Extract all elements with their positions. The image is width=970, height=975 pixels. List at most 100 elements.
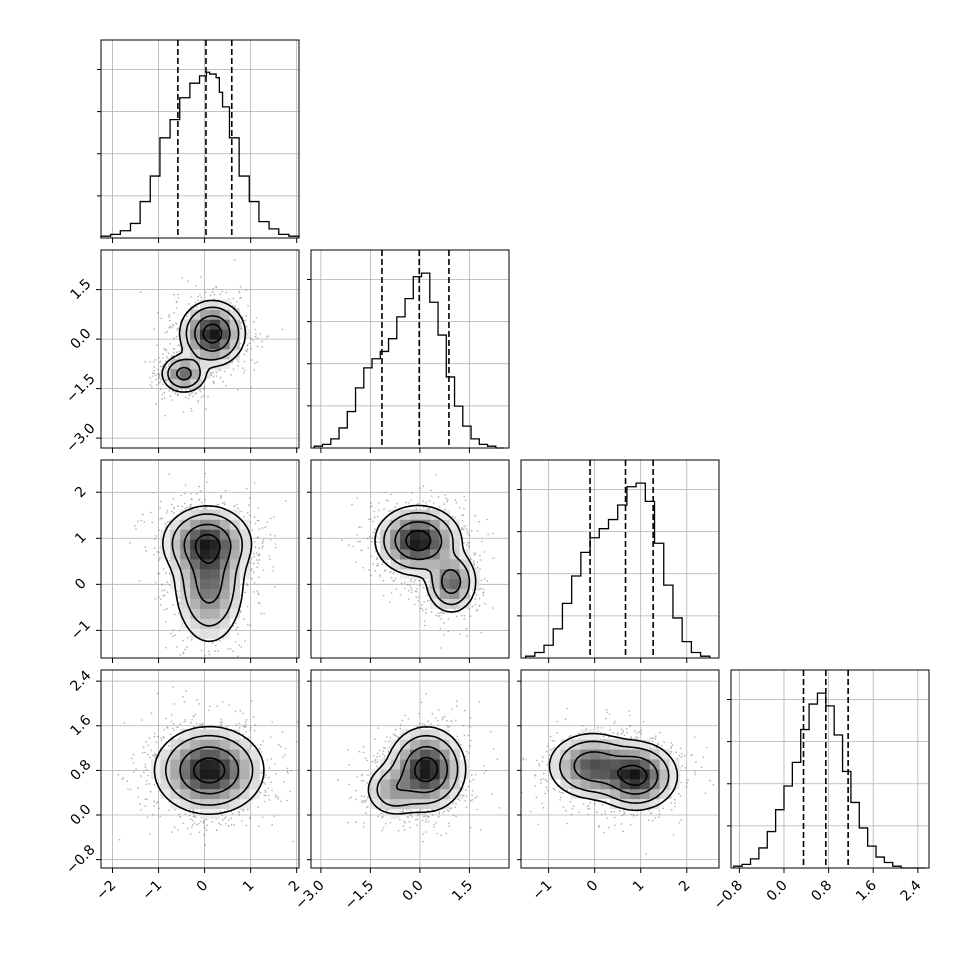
- x-tick-label: 0.0: [764, 878, 791, 905]
- density-cell: [659, 788, 670, 800]
- density-cell: [180, 368, 191, 380]
- density-cell: [239, 549, 250, 560]
- density-cell: [459, 578, 470, 590]
- density-cell: [580, 788, 591, 800]
- density-cell: [439, 729, 450, 740]
- contour-level-0: [194, 533, 221, 564]
- density-cell: [390, 759, 401, 770]
- density-cell: [180, 509, 191, 520]
- density-cell: [580, 769, 591, 780]
- density-cell: [459, 588, 470, 599]
- density-cell: [370, 798, 381, 809]
- density-cell: [249, 778, 260, 790]
- density-cell: [400, 559, 411, 570]
- density-cell: [419, 559, 431, 570]
- hist-panel-bg: [311, 250, 509, 448]
- x-tick-label: 0.0: [400, 878, 427, 905]
- density-cell: [620, 778, 631, 790]
- density-cell: [219, 529, 231, 540]
- density-cell: [380, 519, 391, 530]
- density-cell: [629, 759, 641, 770]
- density-cell: [229, 309, 240, 320]
- density-cell: [160, 549, 171, 560]
- density-cell: [209, 568, 221, 580]
- density-cell: [200, 309, 211, 320]
- density-cell: [580, 739, 591, 750]
- density-cell: [160, 788, 171, 800]
- density-cell: [629, 749, 641, 760]
- density-cell: [219, 729, 231, 740]
- density-cell: [209, 759, 221, 770]
- contour-level-1: [176, 315, 231, 381]
- density-cell: [239, 769, 250, 780]
- density-cell: [209, 588, 221, 599]
- density-cell: [190, 739, 201, 750]
- pair-panel-3-1: [310, 669, 510, 869]
- density-cell: [400, 798, 411, 809]
- density-cell: [200, 549, 211, 560]
- density-cell: [239, 739, 250, 750]
- density-cell: [209, 729, 221, 740]
- density-cell: [219, 618, 231, 629]
- density-cell: [449, 588, 460, 599]
- density-cell: [219, 539, 231, 550]
- x-tick-label: 0: [194, 878, 212, 896]
- density-cell: [229, 349, 240, 360]
- density-cell: [659, 769, 670, 780]
- contour-level-1: [396, 745, 449, 794]
- hist-panel-frame: [520, 459, 720, 659]
- density-cell: [620, 788, 631, 800]
- density-cell: [639, 769, 651, 780]
- density-cell: [429, 729, 441, 740]
- density-cell: [439, 509, 450, 520]
- density-cell: [410, 749, 421, 760]
- pair-panel-3-0: [100, 669, 300, 869]
- contour-level-1: [394, 521, 462, 594]
- density-cell: [639, 788, 651, 800]
- density-cell: [610, 749, 621, 760]
- density-cell: [419, 729, 431, 740]
- hist-step-0: [100, 71, 300, 238]
- density-cell: [209, 628, 221, 639]
- density-cell: [649, 788, 660, 800]
- density-cell: [219, 578, 231, 590]
- density-cell: [439, 788, 450, 800]
- density-cell: [200, 559, 211, 570]
- density-cell: [219, 519, 231, 530]
- density-cell: [560, 739, 571, 750]
- density-cell: [410, 559, 421, 570]
- density-cell: [219, 608, 231, 619]
- density-cell: [400, 769, 411, 780]
- x-tick-label: 2.4: [898, 877, 925, 904]
- density-cell: [459, 559, 470, 570]
- density-cell: [170, 529, 181, 540]
- density-cell: [219, 598, 231, 609]
- density-cell: [209, 618, 221, 629]
- density-cell: [219, 798, 231, 809]
- density-cell: [200, 598, 211, 609]
- contour-level-2: [559, 740, 670, 804]
- density-cell: [219, 309, 231, 320]
- density-cell: [170, 549, 181, 560]
- density-cell: [180, 578, 191, 590]
- density-cell: [419, 549, 431, 560]
- x-tick-label: 0: [584, 878, 602, 896]
- density-cell: [639, 739, 651, 750]
- hist-panel-frame: [730, 669, 930, 869]
- x-tick-label: −0.8: [711, 878, 746, 913]
- density-cell: [229, 568, 240, 580]
- density-cell: [239, 559, 250, 570]
- density-cell: [429, 778, 441, 790]
- density-cell: [219, 299, 231, 310]
- density-cell: [390, 529, 401, 540]
- density-cell: [219, 788, 231, 800]
- density-cell: [190, 368, 201, 380]
- density-cell: [180, 529, 191, 540]
- density-cell: [200, 778, 211, 790]
- density-cell: [200, 568, 211, 580]
- density-cell: [219, 509, 231, 520]
- density-cell: [209, 358, 221, 370]
- density-cell: [439, 749, 450, 760]
- density-cell: [370, 769, 381, 780]
